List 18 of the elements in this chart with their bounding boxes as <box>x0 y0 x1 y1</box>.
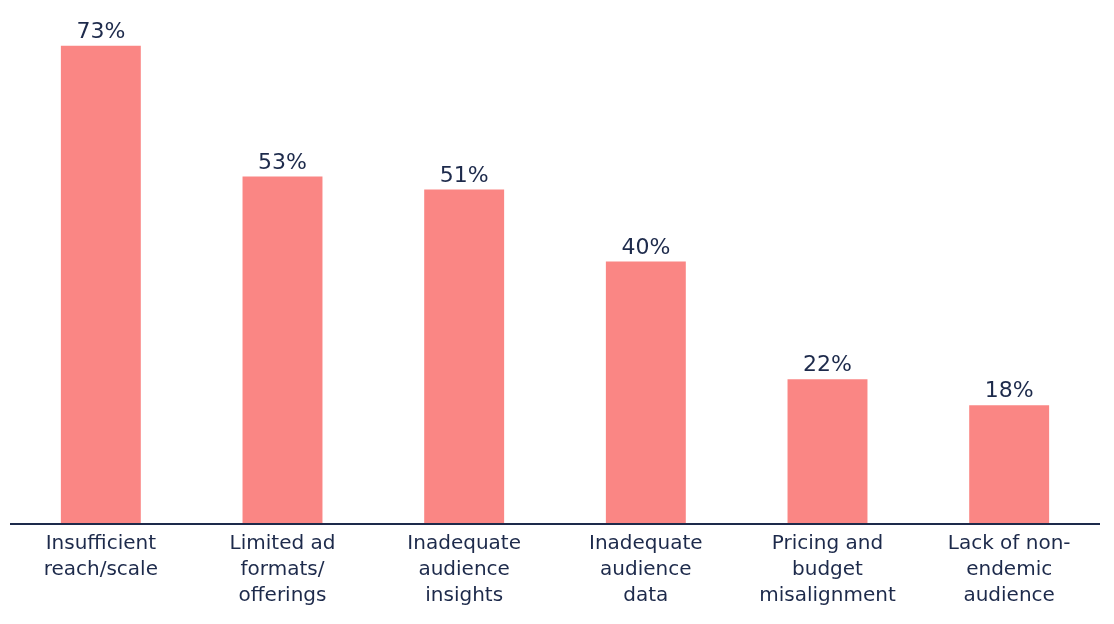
bar <box>242 176 323 523</box>
x-tick-label: Inadequate audience insights <box>407 529 521 606</box>
data-label: 53% <box>258 148 307 174</box>
data-label: 73% <box>76 17 126 43</box>
x-tick-label: Pricing and budget misalignment <box>759 529 896 606</box>
x-tick-label: Insufficient reach/scale <box>43 529 158 580</box>
bar <box>969 405 1050 523</box>
data-label: 51% <box>439 161 489 187</box>
bar <box>787 379 868 523</box>
x-tick-label: Lack of non-endemic audience <box>947 529 1071 606</box>
bar <box>60 45 141 523</box>
bar <box>605 261 686 523</box>
data-label: 22% <box>803 351 852 377</box>
bar <box>424 189 505 523</box>
x-tick-label: Limited ad formats/ offerings <box>229 529 336 606</box>
x-tick-label: Inadequate audience data <box>589 529 703 606</box>
data-label: 40% <box>621 233 671 259</box>
data-label: 18% <box>984 377 1034 403</box>
